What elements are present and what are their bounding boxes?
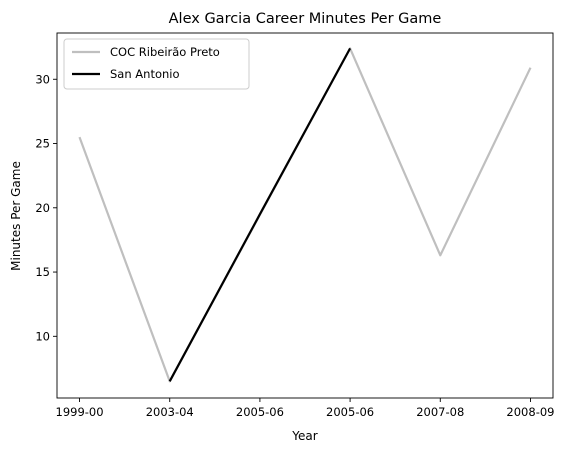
- axes-frame: [56, 32, 554, 399]
- series-line: [78, 47, 532, 383]
- x-tick-label: 2005-06: [236, 405, 284, 419]
- y-tick-label: 25: [35, 137, 50, 151]
- legend: COC Ribeirão Preto San Antonio: [63, 38, 250, 90]
- plot-area: 1999-00 2003-04 2005-06 2005-06 2007-08 2008-…: [35, 32, 554, 419]
- legend-label: San Antonio: [110, 67, 180, 81]
- x-tick-label: 2008-09: [506, 405, 554, 419]
- x-tick-label: 2005-06: [326, 405, 374, 419]
- x-axis-label: Year: [291, 429, 317, 443]
- y-tick-label: 20: [35, 201, 50, 215]
- legend-box: [63, 38, 250, 90]
- y-tick-label: 30: [35, 72, 50, 86]
- y-tick-label: 15: [35, 265, 50, 279]
- y-axis-label: Minutes Per Game: [9, 161, 23, 271]
- x-tick-label: 2003-04: [146, 405, 194, 419]
- legend-label: COC Ribeirão Preto: [110, 45, 220, 59]
- chart-title: Alex Garcia Career Minutes Per Game: [169, 11, 442, 27]
- x-tick-label: 1999-00: [56, 405, 104, 419]
- y-tick-label: 10: [35, 329, 50, 343]
- series-line: [168, 47, 352, 382]
- x-tick-label: 2007-08: [416, 405, 464, 419]
